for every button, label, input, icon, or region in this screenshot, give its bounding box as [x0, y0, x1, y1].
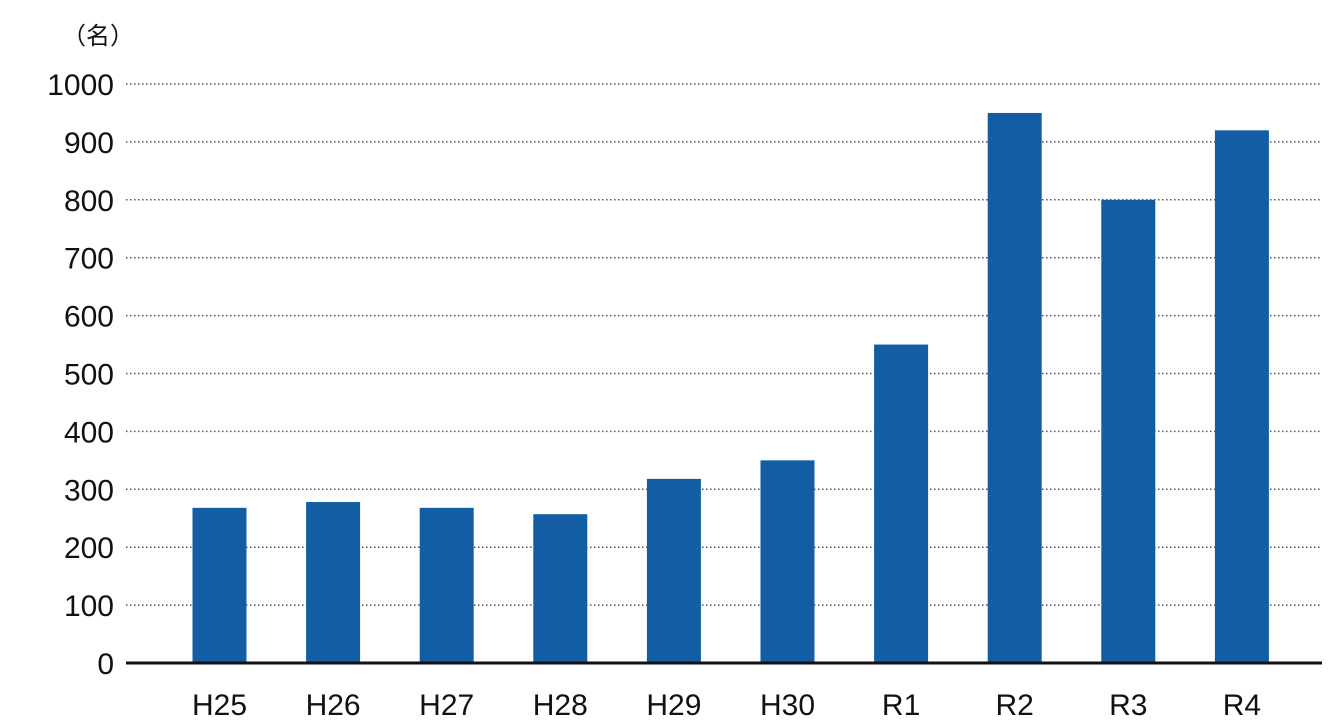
y-tick-label: 0	[97, 648, 114, 681]
bar-h29	[646, 478, 701, 663]
y-tick-label: 400	[64, 416, 114, 449]
x-tick-label: R2	[996, 689, 1034, 722]
bar-r4	[1214, 130, 1269, 663]
y-tick-labels: 0 100 200 300 400 500 600 700 800 900 1000	[47, 69, 114, 681]
y-tick-label: 700	[64, 243, 114, 276]
x-tick-label: H28	[533, 689, 588, 722]
bar-h26	[306, 502, 361, 663]
y-tick-label: 300	[64, 474, 114, 507]
bar-h27	[419, 507, 474, 663]
x-tick-label: H30	[760, 689, 815, 722]
x-tick-label: H27	[419, 689, 474, 722]
bar-r3	[1101, 199, 1156, 664]
y-tick-label: 500	[64, 359, 114, 392]
y-tick-label: 100	[64, 590, 114, 623]
x-tick-labels: H25 H26 H27 H28 H29 H30 R1 R2 R3 R4	[192, 689, 1261, 722]
x-tick-label: R1	[882, 689, 920, 722]
bars	[192, 112, 1269, 664]
y-tick-label: 200	[64, 532, 114, 565]
x-tick-label: H29	[646, 689, 701, 722]
x-tick-label: R3	[1109, 689, 1147, 722]
x-tick-label: H25	[192, 689, 247, 722]
bar-h30	[760, 460, 815, 663]
bar-h28	[533, 514, 588, 663]
y-tick-label: 900	[64, 127, 114, 160]
y-tick-label: 600	[64, 301, 114, 334]
y-tick-label: 1000	[47, 69, 114, 102]
y-unit-label: （名）	[62, 22, 134, 50]
bar-r1	[874, 344, 929, 663]
x-tick-label: R4	[1223, 689, 1261, 722]
bar-r2	[987, 112, 1042, 663]
y-tick-label: 800	[64, 185, 114, 218]
bar-h25	[192, 507, 247, 663]
x-tick-label: H26	[306, 689, 361, 722]
